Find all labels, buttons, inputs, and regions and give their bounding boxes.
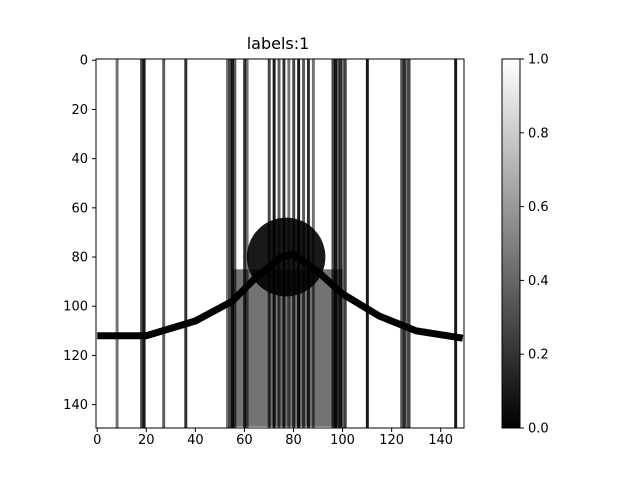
heatmap-streak [233, 59, 237, 428]
heatmap-streak [140, 59, 144, 428]
x-tick-label: 60 [236, 433, 253, 448]
x-tick-label: 120 [379, 433, 404, 448]
y-tick-label: 80 [71, 251, 88, 266]
y-tick-label: 0 [80, 54, 88, 69]
colorbar-tick-label: 0.0 [528, 422, 549, 437]
heatmap-lower-region [232, 269, 343, 427]
y-tick-label: 60 [71, 201, 88, 216]
x-tick-label: 140 [428, 433, 453, 448]
heatmap-streak [142, 59, 146, 428]
x-tick-label: 80 [285, 433, 302, 448]
colorbar-tick-label: 0.8 [528, 126, 549, 141]
heatmap-streak [407, 59, 411, 428]
y-tick-label: 100 [63, 300, 88, 315]
heatmap-streak [162, 59, 166, 428]
colorbar-tick-label: 0.4 [528, 274, 549, 289]
colorbar-tick-label: 1.0 [528, 53, 549, 68]
colorbar: 0.0 0.2 0.4 0.6 0.8 1.0 [501, 53, 549, 437]
heatmap-streak [400, 59, 404, 428]
heatmap-streak [343, 59, 347, 428]
y-axis: 0 20 40 60 80 100 120 140 [63, 54, 96, 413]
heatmap-image [97, 59, 464, 428]
y-tick-label: 40 [71, 152, 88, 167]
colorbar-tick-label: 0.2 [528, 348, 549, 363]
x-tick-label: 40 [187, 433, 204, 448]
heatmap-streak [115, 59, 119, 428]
heatmap-streak [331, 59, 335, 428]
heatmap-streak [333, 59, 337, 428]
plot-frame [95, 58, 465, 429]
colorbar-tick-label: 0.6 [528, 200, 549, 215]
heatmap-streak [243, 59, 247, 428]
x-tick-label: 0 [93, 433, 101, 448]
x-tick-label: 20 [138, 433, 155, 448]
heatmap-streak [184, 59, 188, 428]
y-tick-label: 20 [71, 103, 88, 118]
heatmap-streak [402, 59, 406, 428]
heatmap-streak [226, 59, 229, 428]
heatmap-streak [338, 59, 342, 428]
x-tick-label: 100 [330, 433, 355, 448]
heatmap-streak [336, 59, 340, 428]
heatmap-streak [228, 59, 232, 428]
heatmap-streak [341, 59, 345, 428]
colorbar-ticks: 0.0 0.2 0.4 0.6 0.8 1.0 [520, 53, 549, 437]
heatmap-streak [405, 59, 409, 428]
colorbar-gradient [501, 58, 521, 429]
heatmap-curve [97, 250, 464, 342]
plot-area [95, 58, 465, 429]
y-tick-label: 120 [63, 349, 88, 364]
heatmap-streak [230, 59, 234, 428]
heatmap-streak [245, 59, 249, 428]
heatmap-streak [365, 59, 369, 428]
heatmap-streak [454, 59, 458, 428]
y-tick-label: 140 [63, 398, 88, 413]
x-axis: 0 20 40 60 80 100 120 140 [93, 428, 453, 448]
chart-title: labels:1 [247, 34, 310, 53]
